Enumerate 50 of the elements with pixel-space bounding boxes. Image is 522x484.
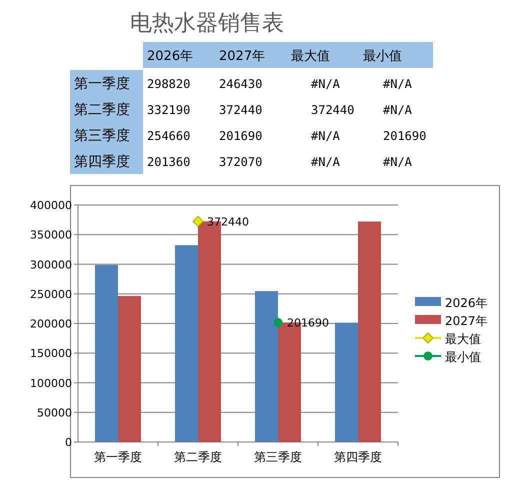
text: 372440	[311, 103, 354, 117]
category-label: 最小值	[363, 49, 402, 64]
category-label: 2027年	[219, 49, 266, 64]
x-tick-label: 第三季度	[254, 450, 302, 464]
y-tick-label: 100000	[30, 376, 72, 390]
text: #N/A	[311, 77, 340, 91]
bar	[255, 291, 278, 442]
text: 201690	[219, 129, 262, 143]
text: 298820	[147, 77, 190, 91]
y-tick-label: 200000	[30, 318, 72, 330]
text: #N/A	[383, 103, 412, 117]
text: 372070	[219, 155, 262, 169]
text: 332190	[147, 103, 190, 117]
category-label: 第一季度	[74, 76, 130, 92]
text: 201360	[147, 155, 190, 169]
y-tick-label: 150000	[30, 347, 72, 360]
text: #N/A	[383, 77, 412, 91]
text: 372440	[219, 103, 262, 117]
bar	[95, 264, 118, 442]
text: #N/A	[311, 129, 340, 143]
category-label: 第三季度	[74, 128, 130, 144]
bar	[175, 245, 198, 442]
text: #N/A	[311, 155, 340, 169]
text: 201690	[383, 129, 426, 143]
y-tick-label: 300000	[30, 258, 72, 272]
category-label: 最大值	[291, 49, 330, 64]
text: 254660	[147, 129, 190, 143]
x-tick-label: 第二季度	[174, 450, 222, 464]
y-tick-label: 350000	[30, 228, 72, 242]
bar	[358, 222, 381, 442]
legend-label: 最大值	[445, 332, 481, 346]
category-label: 2026年	[147, 49, 194, 64]
legend-label: 2026年	[445, 296, 488, 310]
legend-label: 最小值	[445, 350, 481, 364]
category-label: 第二季度	[74, 102, 130, 118]
y-tick-label: 50000	[37, 406, 72, 420]
text: 电热水器销售表	[130, 11, 284, 36]
x-tick-label: 第一季度	[94, 450, 142, 464]
x-tick-label: 第四季度	[334, 450, 382, 464]
text: #N/A	[383, 155, 412, 169]
text: 246430	[219, 77, 262, 91]
y-tick-label: 400000	[30, 199, 72, 212]
y-tick-label: 0	[65, 436, 72, 449]
data-label: 372440	[207, 215, 249, 228]
bar	[335, 322, 358, 442]
category-label: 第四季度	[74, 154, 130, 170]
y-tick-label: 250000	[30, 288, 72, 301]
legend-label: 2027年	[445, 314, 488, 328]
data-label: 201690	[287, 316, 329, 330]
bar	[118, 296, 141, 442]
